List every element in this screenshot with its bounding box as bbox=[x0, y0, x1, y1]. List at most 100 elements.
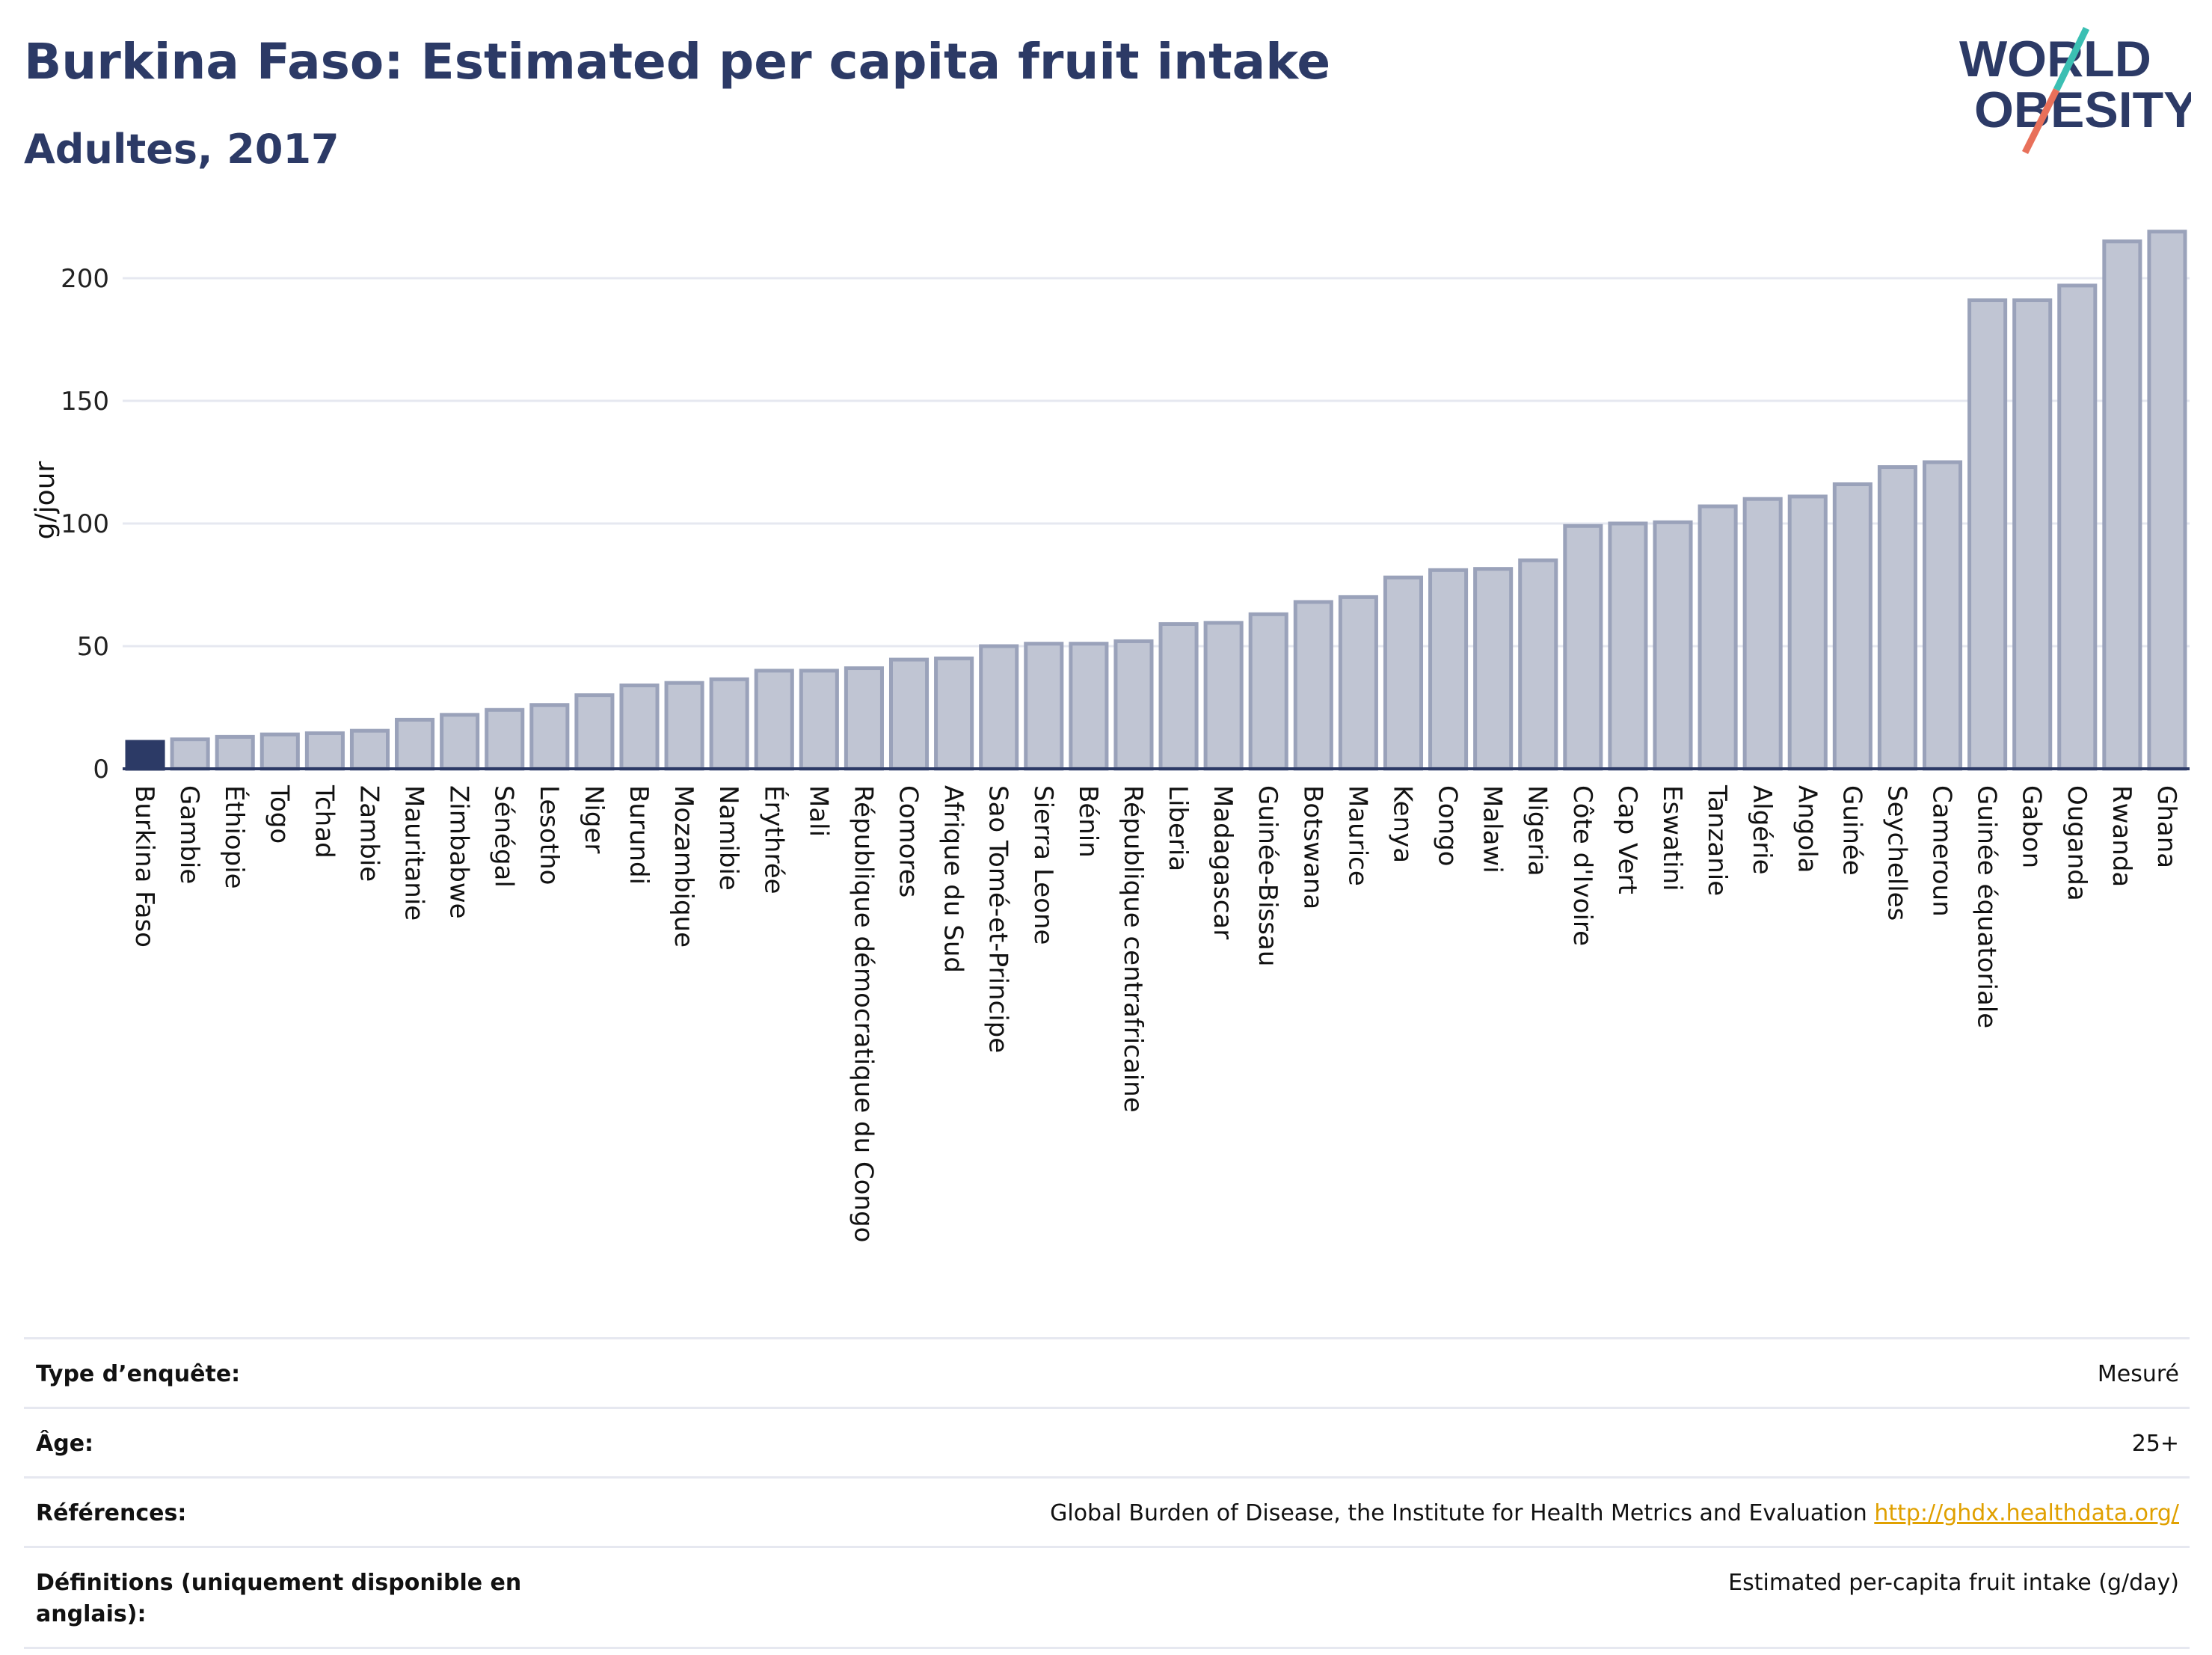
bar bbox=[395, 717, 435, 771]
bar bbox=[2057, 283, 2098, 771]
bar bbox=[2147, 230, 2187, 771]
logo-slash-red bbox=[2021, 87, 2060, 155]
bar bbox=[709, 677, 749, 771]
meta-row-survey-type: Type d’enquête: Mesuré bbox=[24, 1339, 2190, 1409]
x-tick-label: Mauritanie bbox=[399, 785, 429, 921]
bar bbox=[1653, 520, 1693, 771]
x-tick-label: Ouganda bbox=[2062, 785, 2092, 901]
y-tick-label: 50 bbox=[77, 632, 109, 662]
x-tick-label: Guinée-Bissau bbox=[1253, 785, 1282, 966]
x-tick-label: Malawi bbox=[1478, 785, 1508, 873]
x-tick-label: Burundi bbox=[624, 785, 654, 885]
bar bbox=[1024, 642, 1064, 771]
x-tick-label: Mozambique bbox=[669, 785, 698, 948]
bar bbox=[2102, 239, 2142, 771]
bar bbox=[619, 683, 660, 771]
x-tick-label: Gabon bbox=[2017, 785, 2047, 868]
chart-subtitle: Adultes, 2017 bbox=[24, 126, 340, 173]
meta-value: Mesuré bbox=[2097, 1361, 2179, 1387]
x-tick-label: Kenya bbox=[1387, 785, 1417, 863]
bar bbox=[1832, 482, 1872, 771]
meta-row-age: Âge: 25+ bbox=[24, 1409, 2190, 1479]
x-tick-label: Cameroun bbox=[1927, 785, 1957, 917]
meta-row-definitions: Définitions (uniquement disponible en an… bbox=[24, 1548, 2190, 1649]
x-tick-label: Comores bbox=[894, 785, 924, 897]
x-tick-label: Sierra Leone bbox=[1028, 785, 1058, 945]
references-link[interactable]: http://ghdx.healthdata.org/ bbox=[1874, 1500, 2179, 1526]
world-obesity-logo: WORLD OBESITY bbox=[1959, 27, 2191, 155]
y-tick-label: 0 bbox=[93, 755, 109, 784]
logo-slash-teal bbox=[2053, 27, 2090, 91]
bar bbox=[934, 656, 974, 771]
bar bbox=[1742, 497, 1783, 771]
x-tick-label: République centrafricaine bbox=[1118, 785, 1148, 1113]
logo-line1: WORLD bbox=[1959, 31, 2151, 87]
x-tick-label: Zambie bbox=[354, 785, 384, 882]
x-tick-label: Ghana bbox=[2151, 785, 2181, 868]
x-tick-label: Burkina Faso bbox=[129, 785, 159, 948]
y-tick-label: 150 bbox=[61, 387, 109, 417]
bar bbox=[799, 669, 839, 771]
x-tick-label: Nigeria bbox=[1523, 785, 1552, 876]
bar bbox=[1473, 567, 1514, 771]
x-tick-label: Togo bbox=[264, 784, 294, 844]
bar bbox=[1158, 621, 1199, 771]
x-tick-label: Côte d'Ivoire bbox=[1567, 785, 1597, 946]
meta-value: Estimated per-capita fruit intake (g/day… bbox=[1728, 1570, 2179, 1596]
bar bbox=[1293, 600, 1333, 771]
x-tick-label: Liberia bbox=[1163, 785, 1193, 871]
bar bbox=[844, 666, 884, 771]
x-tick-label: Madagascar bbox=[1208, 785, 1238, 939]
x-tick-label: Zimbabwe bbox=[444, 785, 474, 919]
x-tick-label: Guinée équatoriale bbox=[1972, 785, 2002, 1028]
bar bbox=[529, 703, 570, 771]
x-tick-label: Érythrée bbox=[758, 785, 789, 894]
bar bbox=[1248, 612, 1288, 771]
meta-value: Global Burden of Disease, the Institute … bbox=[1050, 1498, 2190, 1529]
bar bbox=[1563, 523, 1603, 771]
bar bbox=[1518, 558, 1558, 771]
x-tick-label: Lesotho bbox=[534, 785, 564, 885]
chart-title: Burkina Faso: Estimated per capita fruit… bbox=[24, 33, 1331, 90]
bar bbox=[1383, 575, 1424, 771]
x-tick-label: Sao Tomé-et-Principe bbox=[983, 785, 1013, 1053]
x-tick-label: Algérie bbox=[1747, 785, 1777, 875]
meta-key: Âge: bbox=[36, 1431, 94, 1457]
bar bbox=[170, 737, 210, 771]
bar bbox=[574, 693, 615, 771]
x-tick-label: Gambie bbox=[174, 785, 204, 884]
x-tick-label: Bénin bbox=[1073, 785, 1103, 858]
x-tick-label: Maurice bbox=[1342, 785, 1372, 886]
bar bbox=[304, 731, 345, 771]
x-tick-label: Guinée bbox=[1837, 785, 1867, 876]
meta-key: Définitions (uniquement disponible en an… bbox=[36, 1570, 522, 1627]
x-tick-label: Seychelles bbox=[1881, 785, 1911, 921]
logo-line2: OBESITY bbox=[1974, 82, 2191, 138]
bar bbox=[259, 732, 300, 771]
references-text: Global Burden of Disease, the Institute … bbox=[1050, 1500, 1867, 1526]
x-tick-label: Mali bbox=[803, 785, 833, 837]
x-tick-label: Tanzanie bbox=[1702, 784, 1732, 896]
x-tick-label: Angola bbox=[1792, 785, 1822, 873]
x-tick-label: Sénégal bbox=[489, 785, 519, 888]
y-tick-label: 100 bbox=[61, 509, 109, 539]
meta-row-references: Références: Global Burden of Disease, th… bbox=[24, 1479, 2190, 1548]
x-tick-label: Afrique du Sud bbox=[938, 785, 968, 973]
bar bbox=[1203, 621, 1244, 771]
x-tick-label: Rwanda bbox=[2107, 785, 2136, 887]
bar bbox=[664, 681, 704, 771]
bar bbox=[215, 734, 255, 771]
y-axis-label: g/jour bbox=[30, 461, 61, 539]
x-tick-label: Tchad bbox=[309, 784, 339, 859]
bar bbox=[1069, 642, 1109, 771]
bar bbox=[888, 657, 930, 771]
bar bbox=[349, 728, 390, 771]
y-tick-label: 200 bbox=[61, 264, 109, 294]
meta-key: Références: bbox=[36, 1500, 187, 1526]
x-tick-label: République démocratique du Congo bbox=[848, 785, 878, 1242]
metadata-table: Type d’enquête: Mesuré Âge: 25+ Référenc… bbox=[24, 1337, 2190, 1649]
bar bbox=[1922, 460, 1963, 771]
bar bbox=[1608, 521, 1648, 771]
meta-value: 25+ bbox=[2131, 1431, 2179, 1457]
bar bbox=[1877, 465, 1917, 771]
